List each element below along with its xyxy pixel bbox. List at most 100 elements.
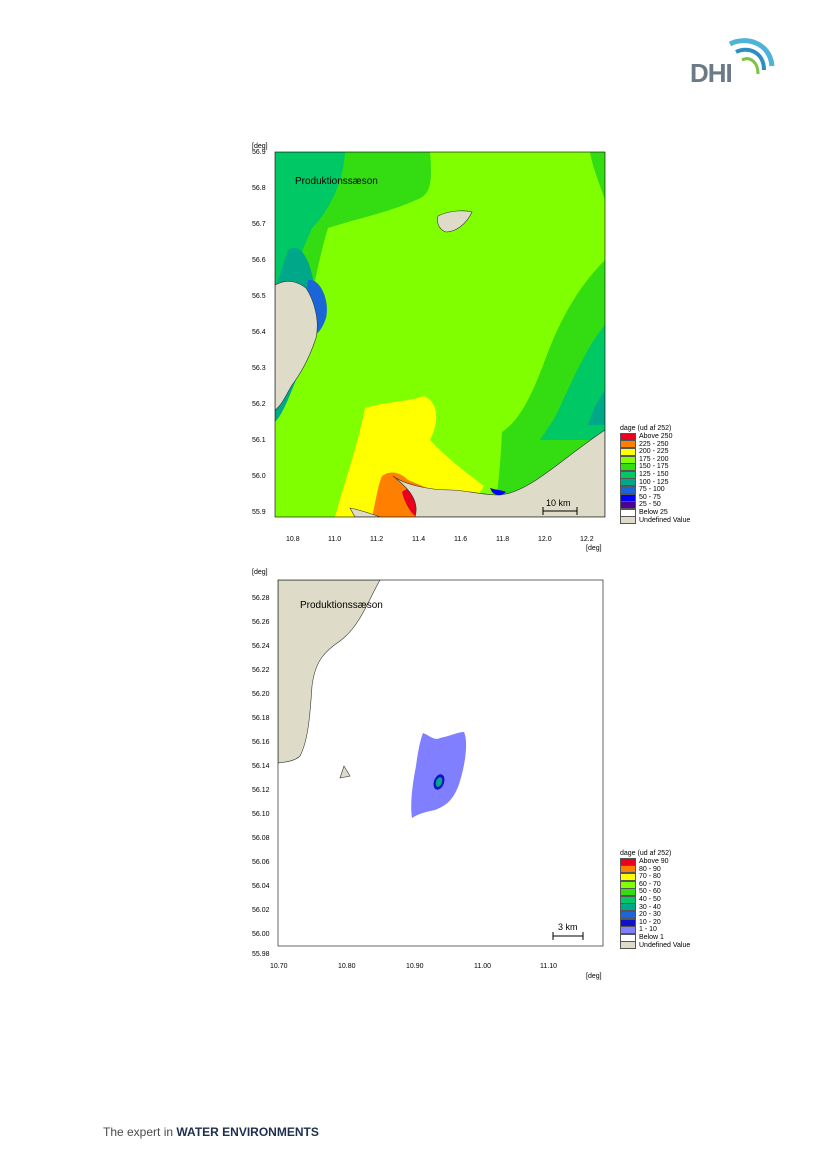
legend-swatch — [620, 941, 636, 950]
legend-item: Undefined Value — [620, 516, 691, 525]
field-100-125-east — [588, 390, 605, 425]
x-tick-label: 11.00 — [474, 963, 491, 970]
legend-item: 125 - 150 — [620, 470, 690, 479]
legend-item: 25 - 50 — [620, 501, 690, 510]
map-local-svg: Produktionssæson [deg] [deg] 56.28 56.26… — [252, 569, 604, 980]
scale-bar-label: 3 km — [558, 922, 578, 932]
legend-item: 70 - 80 — [620, 872, 690, 881]
y-tick-label: 56.00 — [252, 931, 270, 938]
y-tick-label: 56.20 — [252, 691, 270, 698]
legend-swatch — [620, 857, 636, 866]
legend-swatch — [620, 447, 636, 456]
x-tick-label: 10.8 — [286, 536, 300, 543]
x-tick-label: 11.4 — [412, 536, 425, 543]
season-label: Produktionssæson — [300, 600, 383, 611]
y-axis-unit: [deg] — [252, 569, 268, 576]
legend-swatch — [620, 872, 636, 881]
y-tick-label: 56.2 — [252, 401, 266, 408]
tagline-lead: The expert in — [103, 1125, 177, 1139]
y-tick-label: 56.08 — [252, 835, 270, 842]
y-tick-label: 56.9 — [252, 149, 266, 156]
legend-swatch — [620, 501, 636, 510]
logo-text: DHI — [690, 58, 733, 88]
legend-label: Undefined Value — [639, 516, 691, 524]
legend-label: 175 - 200 — [639, 455, 669, 463]
legend-item: Above 90 — [620, 857, 690, 866]
legend-swatch — [620, 508, 636, 517]
legend-item: 50 - 75 — [620, 493, 690, 502]
legend-label: 125 - 150 — [639, 470, 669, 478]
map-regional: Produktionssæson [deg] [deg] 56.9 56.8 5… — [240, 140, 620, 560]
y-tick-label: 56.26 — [252, 619, 270, 626]
y-tick-label: 56.12 — [252, 787, 270, 794]
tagline-strong: WATER ENVIRONMENTS — [176, 1125, 319, 1139]
legend-swatch — [620, 516, 636, 525]
legend-label: 30 - 40 — [639, 903, 661, 911]
legend-item: Below 1 — [620, 933, 690, 942]
y-tick-label: 56.06 — [252, 859, 270, 866]
legend-item: 50 - 60 — [620, 888, 690, 897]
legend-local: dage (ud af 252) Above 90 80 - 90 70 - 80 6… — [620, 850, 691, 950]
field-150-175-ne — [590, 152, 605, 200]
legend-swatch — [620, 478, 636, 487]
field-200-225 — [335, 396, 484, 517]
legend-swatch — [620, 463, 636, 472]
legend-label: 40 - 50 — [639, 895, 661, 903]
y-tick-labels: 56.9 56.8 56.7 56.6 56.5 56.4 56.3 56.2 … — [252, 149, 266, 516]
legend-swatch — [620, 432, 636, 441]
legend-swatch — [620, 485, 636, 494]
x-tick-label: 11.8 — [496, 536, 509, 543]
legend-swatch — [620, 880, 636, 889]
y-tick-label: 56.04 — [252, 883, 270, 890]
scale-bar-label: 10 km — [546, 498, 571, 508]
footer-tagline: The expert in WATER ENVIRONMENTS — [103, 1125, 319, 1139]
land-samso — [349, 507, 381, 517]
x-tick-label: 11.10 — [540, 963, 557, 970]
y-tick-label: 56.16 — [252, 739, 270, 746]
legend-label: Undefined Value — [639, 941, 691, 949]
legend-item: 175 - 200 — [620, 455, 690, 464]
legend-swatch — [620, 903, 636, 912]
legend-item: Undefined Value — [620, 941, 691, 950]
dhi-wave-icon — [728, 38, 775, 75]
land-jutland — [275, 280, 318, 411]
legend-swatch — [620, 440, 636, 449]
legend-swatch — [620, 493, 636, 502]
y-tick-label: 56.7 — [252, 221, 266, 228]
legend-item: 80 - 90 — [620, 865, 690, 874]
y-tick-label: 56.4 — [252, 329, 266, 336]
y-tick-label: 56.14 — [252, 763, 270, 770]
x-tick-label: 12.0 — [538, 536, 552, 543]
x-tick-label: 10.90 — [406, 963, 424, 970]
legend-item: Below 25 — [620, 508, 690, 517]
legend-item: 225 - 250 — [620, 440, 690, 449]
legend-label: 25 - 50 — [639, 501, 661, 509]
legend-label: 1 - 10 — [639, 926, 657, 934]
land-coast — [278, 580, 381, 764]
x-tick-label: 10.70 — [270, 963, 288, 970]
map-local-frame — [277, 579, 604, 947]
x-tick-label: 12.2 — [580, 536, 594, 543]
legend-swatch — [620, 455, 636, 464]
x-tick-label: 11.0 — [328, 536, 341, 543]
legend-item: 1 - 10 — [620, 926, 690, 935]
legend-item: 40 - 50 — [620, 895, 690, 904]
x-tick-label: 11.6 — [454, 536, 467, 543]
legend-item: 100 - 125 — [620, 478, 690, 487]
legend-label: 75 - 100 — [639, 486, 665, 494]
y-tick-label: 55.98 — [252, 951, 270, 958]
y-tick-label: 56.8 — [252, 185, 266, 192]
x-tick-label: 10.80 — [338, 963, 356, 970]
legend-label: 150 - 175 — [639, 463, 669, 471]
x-axis-unit: [deg] — [586, 545, 602, 552]
y-tick-label: 56.18 — [252, 715, 270, 722]
legend-items: Above 250 225 - 250 200 - 225 175 - 200 150 … — [620, 432, 691, 525]
legend-label: 50 - 60 — [639, 888, 661, 896]
y-tick-label: 56.02 — [252, 907, 270, 914]
legend-label: 60 - 70 — [639, 880, 661, 888]
y-tick-label: 56.22 — [252, 667, 270, 674]
y-tick-label: 56.3 — [252, 365, 266, 372]
y-tick-label: 56.28 — [252, 595, 270, 602]
x-axis-unit: [deg] — [586, 973, 602, 980]
x-tick-label: 11.2 — [370, 536, 383, 543]
